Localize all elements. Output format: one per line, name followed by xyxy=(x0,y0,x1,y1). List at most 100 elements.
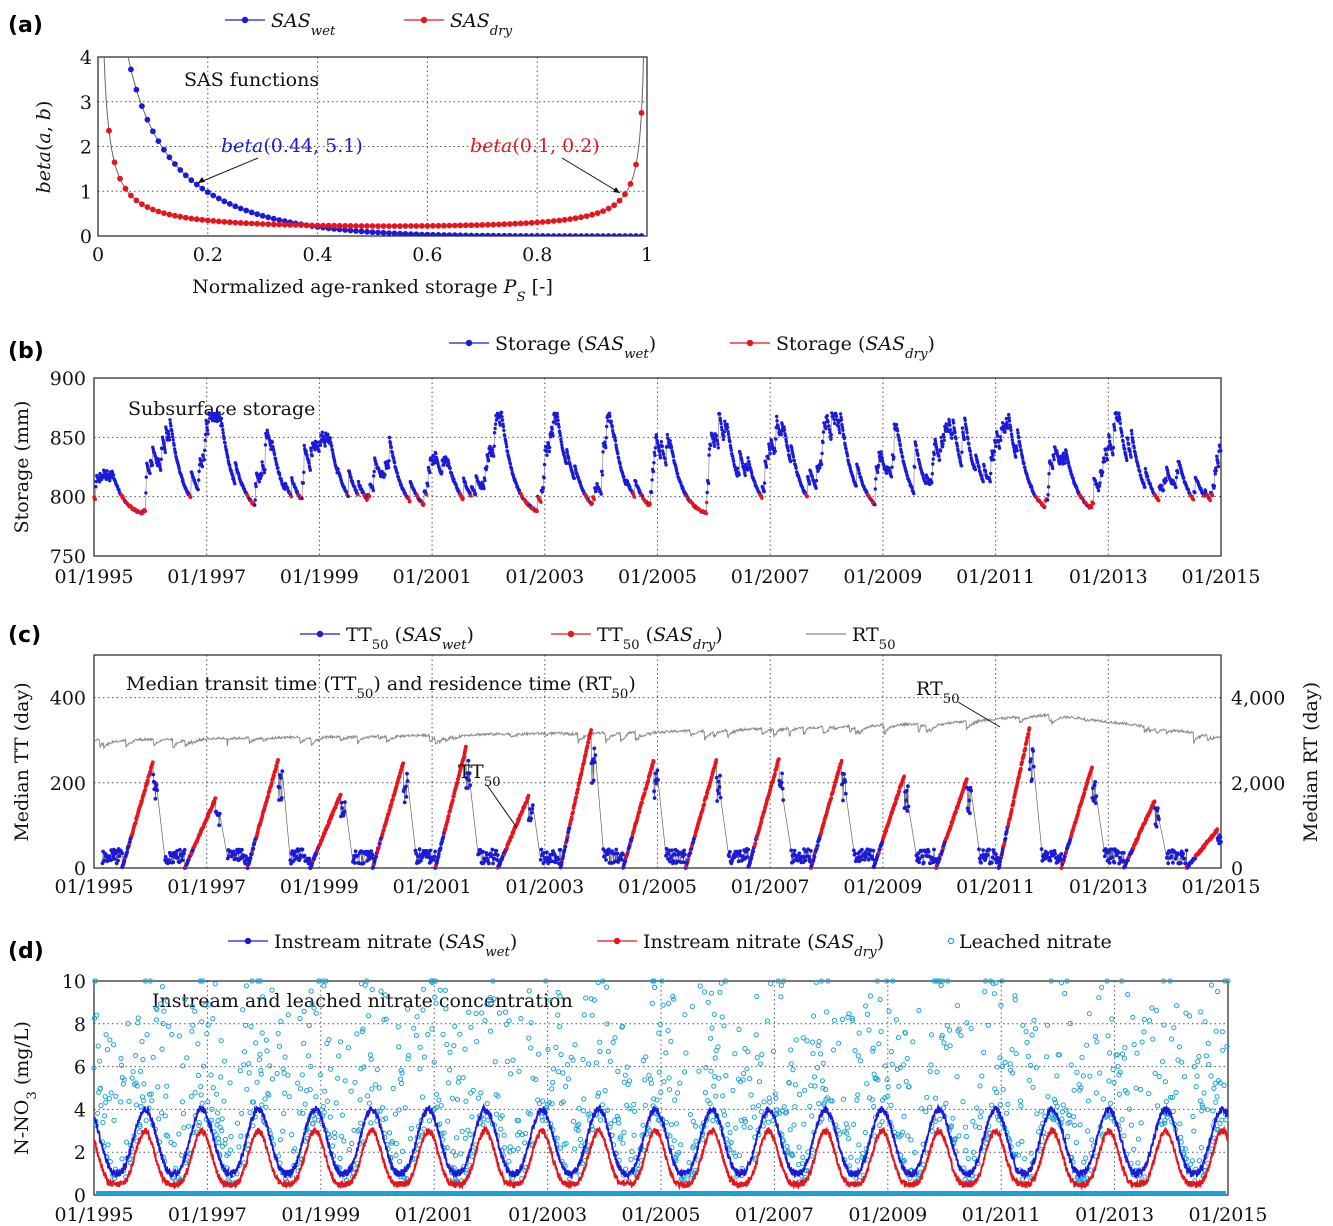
panel-c-tt50-point-60 xyxy=(133,820,138,825)
panel-b-point-957 xyxy=(535,509,539,514)
panel-b-point-570 xyxy=(356,493,360,497)
panel-b-point-1339 xyxy=(712,441,716,445)
panel-c-tt50-point-883 xyxy=(619,857,624,862)
panel-d-leached-262 xyxy=(277,1137,283,1143)
panel-c-tt50-point-1557 xyxy=(1009,807,1014,812)
panel-c-tt50-point-320 xyxy=(280,769,285,773)
panel-c-tt50-point-972 xyxy=(670,848,674,853)
panel-a-point-1-45 xyxy=(342,223,348,229)
panel-b-point-1942 xyxy=(991,458,996,462)
panel-b-point-1412 xyxy=(746,456,750,460)
panel-b-point-1390 xyxy=(736,466,740,470)
panel-b-point-227 xyxy=(197,469,201,473)
panel-d-leached-126 xyxy=(181,1125,187,1131)
panel-b-point-1613 xyxy=(839,415,843,420)
panel-a-point-0-57 xyxy=(408,231,414,236)
panel-a-point-0-63 xyxy=(441,232,447,236)
panel-b-point-2192 xyxy=(1107,435,1111,439)
panel-b-point-2154 xyxy=(1089,505,1094,510)
panel-c-tt50-point-1072 xyxy=(728,850,732,854)
panel-a-ylabel: beta(a, b) xyxy=(33,101,55,194)
panel-b-point-893 xyxy=(505,450,510,454)
panel-b-point-1981 xyxy=(1009,432,1014,436)
panel-b-point-2232 xyxy=(1126,437,1130,441)
panel-d-leached-218 xyxy=(245,1142,251,1148)
panel-c-tt50-point-1465 xyxy=(954,810,958,814)
panel-c-xtick-2: 01/1999 xyxy=(280,876,359,898)
panel-a-point-0-45 xyxy=(342,227,348,233)
panel-b-point-283 xyxy=(223,441,227,445)
panel-b-point-1127 xyxy=(614,443,618,447)
panel-b-point-571 xyxy=(356,479,361,484)
panel-b-point-1415 xyxy=(747,462,752,467)
panel-c-tt50-point-750 xyxy=(539,847,544,852)
panel-b-point-1460 xyxy=(768,451,772,456)
panel-a-point-0-75 xyxy=(506,232,513,236)
panel-a-point-0-10 xyxy=(150,128,156,135)
panel-b-point-169 xyxy=(170,432,174,436)
panel-c-xtick-6: 01/2007 xyxy=(731,876,810,898)
panel-c-tt50-point-1174 xyxy=(780,771,784,776)
panel-d-leached-134 xyxy=(188,1093,194,1100)
panel-b-point-2423 xyxy=(1214,469,1218,473)
panel-c-tt50-point-778 xyxy=(558,847,563,852)
panel-a-point-1-79 xyxy=(528,219,535,226)
panel-b-point-113 xyxy=(144,475,148,479)
panel-b-point-1811 xyxy=(931,462,935,466)
panel-b-point-863 xyxy=(492,454,496,458)
panel-c-tt50-point-947 xyxy=(648,770,653,775)
panel-a-point-1-24 xyxy=(226,219,233,226)
panel-b-point-2270 xyxy=(1143,467,1148,471)
panel-b-point-1020 xyxy=(564,461,569,466)
panel-c-tt50-point-429 xyxy=(351,857,356,862)
panel-b-point-881 xyxy=(500,415,504,419)
panel-b-point-821 xyxy=(472,489,476,493)
panel-d-leached-95 xyxy=(159,1110,165,1116)
panel-b-point-636 xyxy=(386,465,391,470)
panel-b-point-516 xyxy=(331,451,335,456)
panel-c-tt50-point-335 xyxy=(297,856,302,861)
panel-c-xtick-1: 01/1997 xyxy=(167,876,246,898)
panel-d-leached-266 xyxy=(280,1066,286,1072)
panel-c-label-tt50: TT50 xyxy=(458,761,501,790)
panel-a-point-0-92 xyxy=(600,233,606,236)
panel-c-tt50-point-456 xyxy=(369,856,374,860)
panel-b-point-637 xyxy=(387,459,391,463)
panel-c-tt50-point-315 xyxy=(277,785,282,790)
panel-d-leached-78 xyxy=(143,1118,149,1124)
panel-b-point-1818 xyxy=(934,442,938,446)
panel-c-tt50-point-807 xyxy=(571,810,575,814)
panel-c-tt50-point-1814 xyxy=(1154,824,1159,829)
panel-b-point-590 xyxy=(365,497,369,502)
panel-c-xtick-7: 01/2009 xyxy=(843,876,922,898)
panel-b-point-824 xyxy=(473,492,478,496)
panel-d-leached-150 xyxy=(199,1019,205,1025)
panel-b-point-1010 xyxy=(560,443,564,447)
panel-b-point-1967 xyxy=(1003,430,1007,434)
panel-b-point-2377 xyxy=(1193,490,1197,495)
panel-d-leached-180 xyxy=(218,1074,224,1080)
panel-c-tt50-point-1063 xyxy=(715,799,720,803)
panel-b-point-184 xyxy=(177,467,181,471)
panel-a-point-0-47 xyxy=(353,228,359,234)
panel-b-point-1399 xyxy=(740,459,744,463)
panel-a-line-0 xyxy=(127,57,646,236)
panel-c-tt50-point-1265 xyxy=(835,775,839,780)
panel-b-point-1373 xyxy=(728,440,732,444)
panel-a-point-0-23 xyxy=(221,198,228,205)
panel-b-point-1598 xyxy=(832,417,836,422)
panel-b-point-1866 xyxy=(956,449,960,453)
panel-b-point-1814 xyxy=(932,452,936,457)
panel-d-leached-108 xyxy=(166,1023,172,1030)
panel-c-tt50-point-1371 xyxy=(897,789,902,794)
panel-d-leached-55 xyxy=(129,1075,135,1081)
panel-c-tt50-point-342 xyxy=(302,853,307,858)
panel-b-point-1227 xyxy=(660,444,664,449)
panel-c-tt50-point-466 xyxy=(374,854,379,859)
panel-a-point-1-63 xyxy=(441,222,447,229)
panel-b-point-1916 xyxy=(979,474,984,478)
panel-a-point-0-94 xyxy=(611,233,617,236)
panel-a-ytick-1: 1 xyxy=(80,181,92,203)
panel-d-leached-255 xyxy=(269,1076,276,1082)
